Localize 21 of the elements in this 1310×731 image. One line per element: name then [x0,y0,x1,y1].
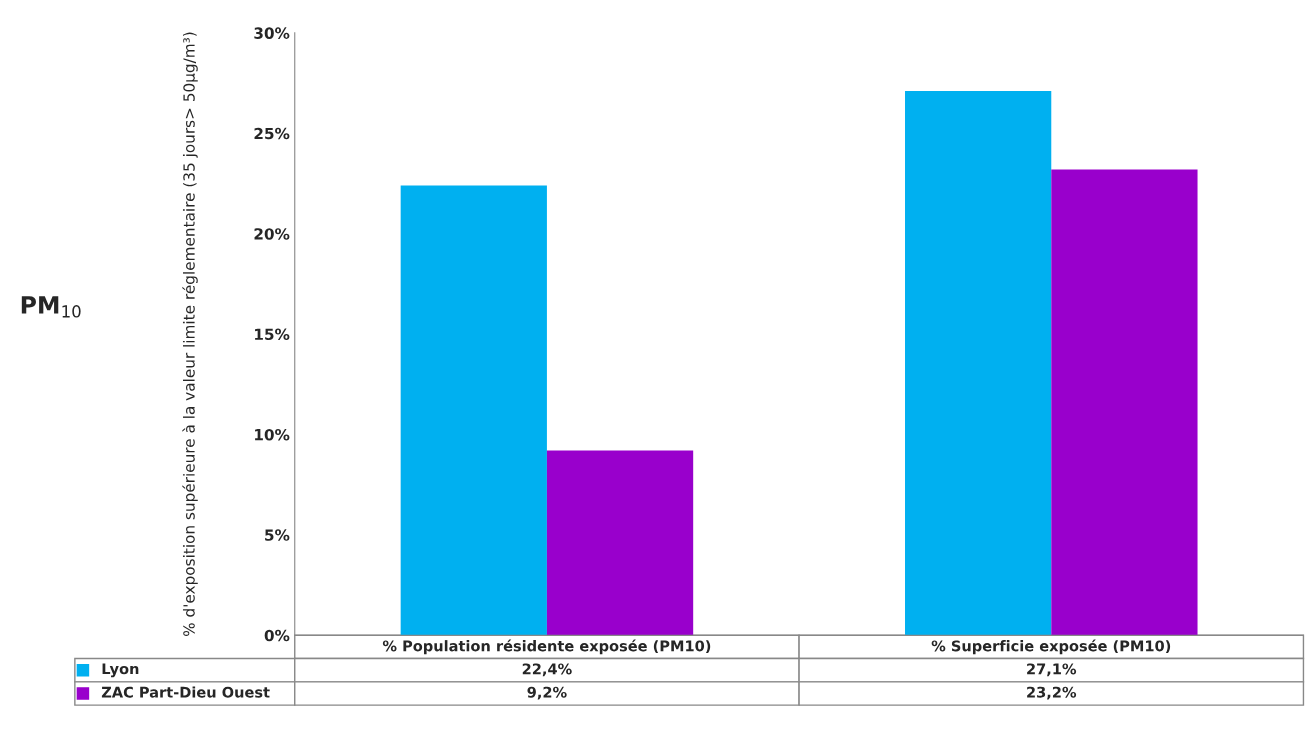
y-tick-label: 10% [255,428,290,441]
y-axis-title: % d'exposition supérieure à la valeur limite réglementaire (35 jours> 50µg/m³) [182,32,198,637]
y-tick-label: 20% [254,228,290,240]
data-label: 27,1% [1027,663,1077,677]
data-label: 9,2% [527,686,567,700]
data-label: 23,2% [1027,686,1077,700]
y-tick-label: 30% [254,27,290,39]
bar [400,185,547,636]
bar [546,450,694,636]
x-tick-label: % Population résidente exposée (PM10) [382,639,711,655]
data-label: 22,4% [522,663,572,677]
y-tick-label: 15% [255,328,290,341]
legend-label: Lyon [102,663,139,678]
y-tick-label: 25% [254,127,290,140]
y-tick-label: 0% [264,629,290,642]
text: PM$_{10}$ [21,296,81,318]
y-tick-label: 5% [265,529,290,541]
legend-label: ZAC Part-Dieu Ouest [101,686,270,698]
x-tick-label: % Superficie exposée (PM10) [931,639,1171,655]
bar [905,91,1052,636]
bar [1051,169,1198,636]
